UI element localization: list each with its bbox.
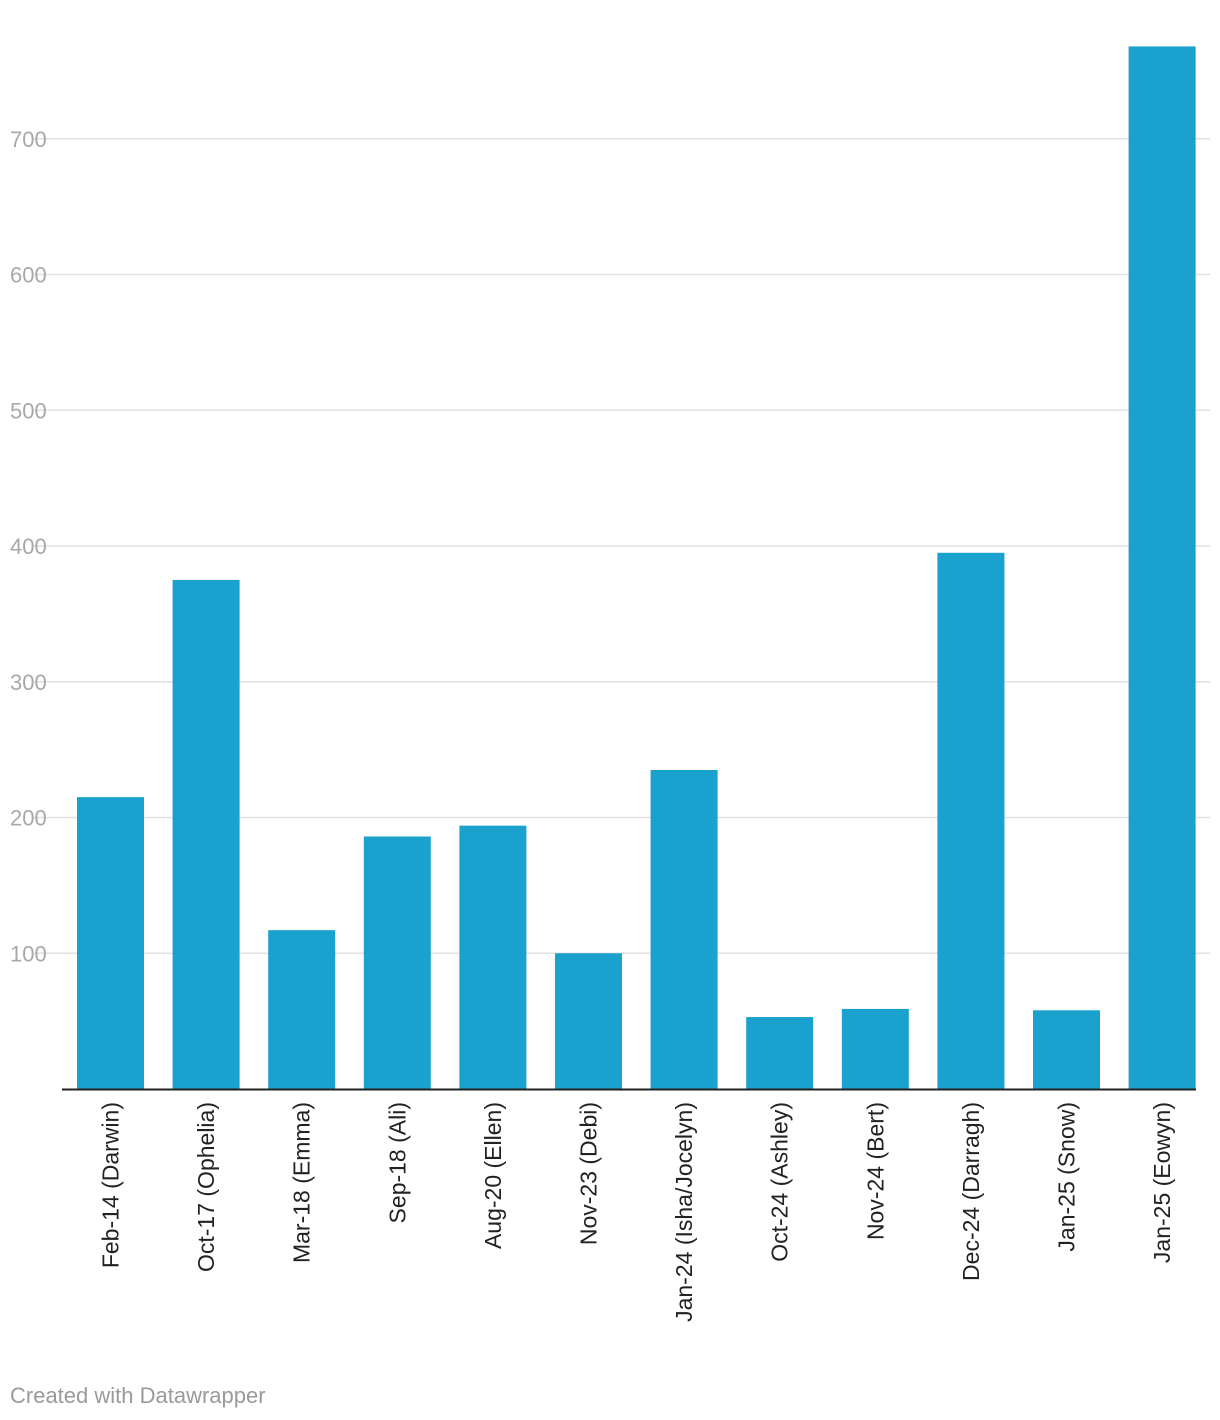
y-tick-label-700: 700: [10, 127, 47, 152]
bar-5: [555, 953, 622, 1089]
y-tick-label-200: 200: [10, 806, 47, 831]
y-tick-label-600: 600: [10, 263, 47, 288]
bar-6: [650, 769, 718, 1089]
bar-11: [1128, 46, 1196, 1090]
x-tick-label-8: Nov-24 (Bert): [862, 1102, 888, 1240]
bars: [77, 46, 1196, 1090]
bar-8: [841, 1008, 909, 1089]
x-tick-label-10: Jan-25 (Snow): [1054, 1102, 1080, 1252]
bar-3: [363, 836, 431, 1089]
x-tick-label-7: Oct-24 (Ashley): [767, 1102, 793, 1262]
x-tick-label-4: Aug-20 (Ellen): [480, 1102, 506, 1249]
x-tick-label-0: Feb-14 (Darwin): [98, 1102, 124, 1268]
y-tick-label-300: 300: [10, 670, 47, 695]
x-tick-label-1: Oct-17 (Ophelia): [193, 1102, 219, 1272]
bar-9: [937, 552, 1005, 1089]
bar-1: [172, 579, 240, 1089]
bar-2: [268, 930, 336, 1089]
gridlines: 100 200 300 400 500 600 700: [10, 127, 1210, 966]
datawrapper-credit: Created with Datawrapper: [10, 1383, 266, 1408]
y-tick-label-500: 500: [10, 398, 47, 423]
y-tick-label-400: 400: [10, 534, 47, 559]
bar-4: [459, 825, 527, 1089]
x-tick-label-11: Jan-25 (Eowyn): [1149, 1102, 1175, 1263]
bar-7: [746, 1017, 814, 1089]
y-tick-label-100: 100: [10, 941, 47, 966]
x-tick-label-9: Dec-24 (Darragh): [958, 1102, 984, 1281]
bar-10: [1033, 1010, 1100, 1089]
x-axis-labels: Feb-14 (Darwin) Oct-17 (Ophelia) Mar-18 (E…: [98, 1102, 1176, 1322]
x-tick-label-6: Jan-24 (Isha/Jocelyn): [671, 1102, 697, 1322]
x-tick-label-2: Mar-18 (Emma): [289, 1102, 315, 1263]
x-tick-label-5: Nov-23 (Debi): [576, 1102, 602, 1245]
x-tick-label-3: Sep-18 (Ali): [384, 1102, 410, 1223]
bar-chart: 100 200 300 400 500 600 700 Feb-14 (Darwin) Oct…: [10, 46, 1210, 1322]
bar-0: [77, 797, 144, 1089]
